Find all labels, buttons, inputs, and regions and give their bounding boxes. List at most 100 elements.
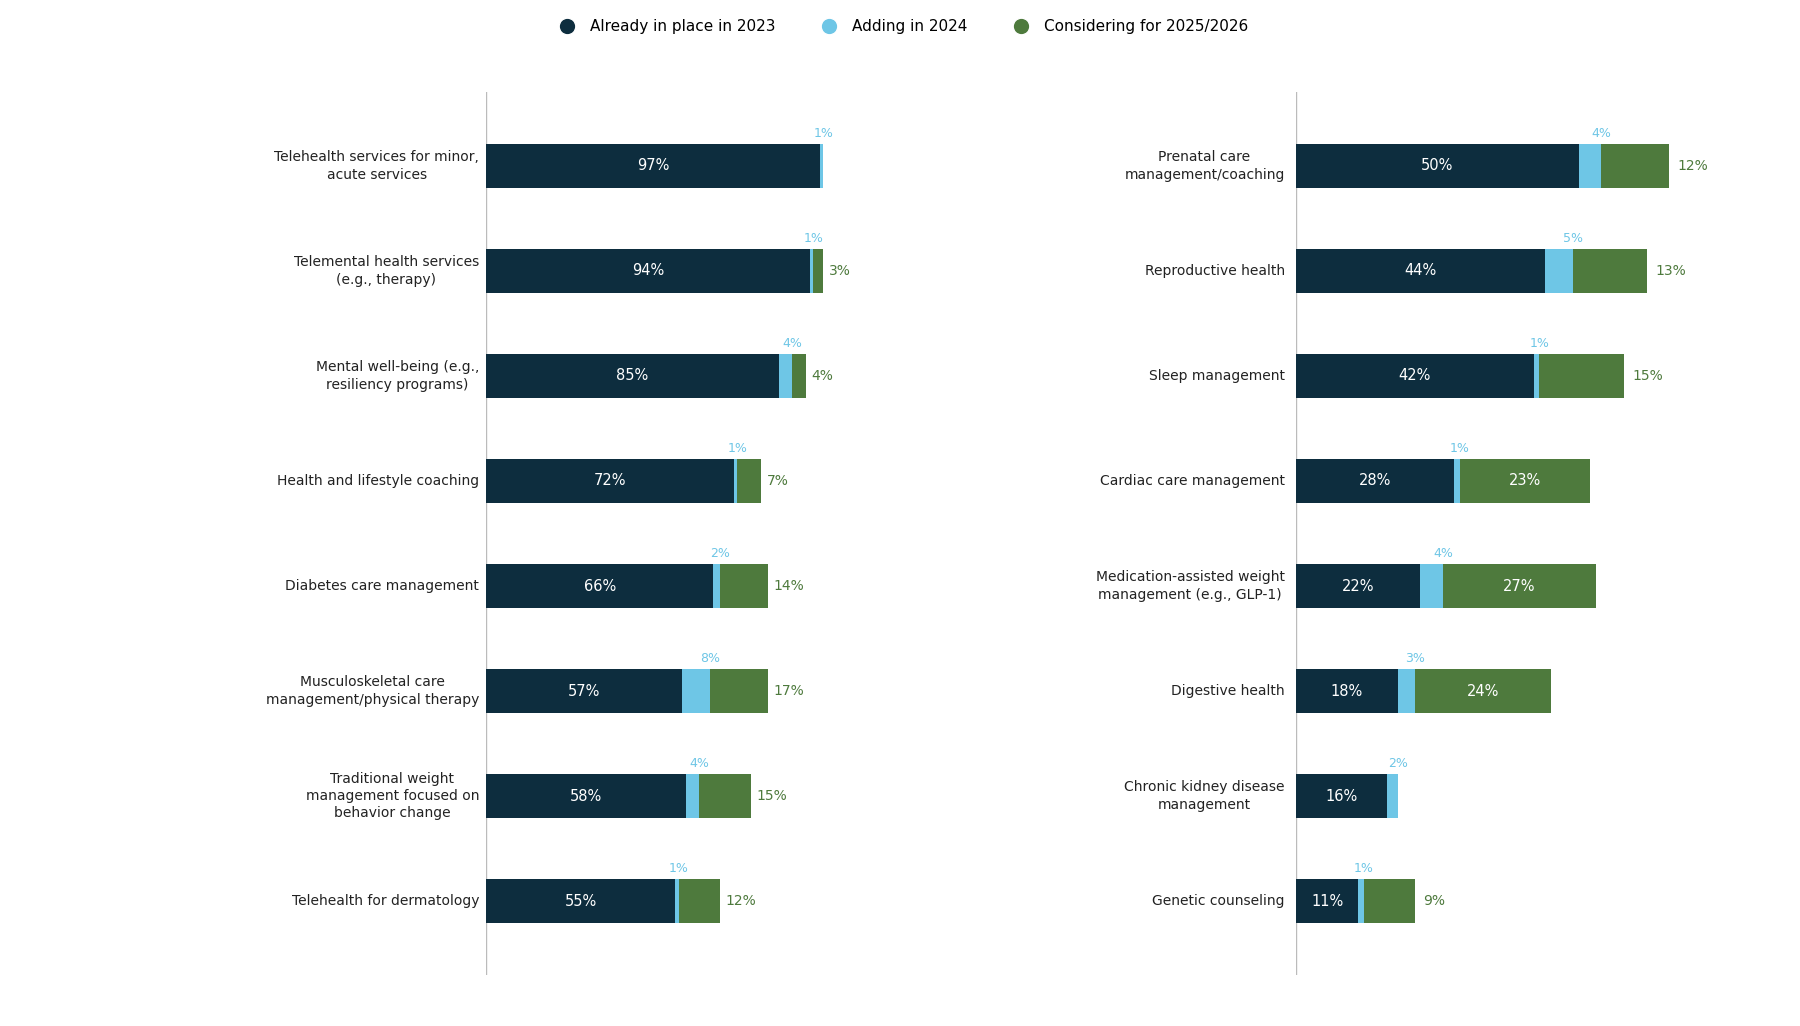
Bar bbox=[686, 774, 700, 818]
Text: 3%: 3% bbox=[1404, 652, 1426, 665]
Bar bbox=[1444, 564, 1597, 608]
Text: 9%: 9% bbox=[1424, 895, 1445, 908]
Text: Digestive health: Digestive health bbox=[1172, 684, 1285, 698]
Text: 13%: 13% bbox=[1656, 264, 1687, 278]
Bar bbox=[792, 354, 806, 398]
Bar bbox=[486, 354, 779, 398]
Bar bbox=[1415, 669, 1550, 713]
Bar bbox=[486, 564, 713, 608]
Text: Prenatal care
management/coaching: Prenatal care management/coaching bbox=[1125, 150, 1285, 182]
Text: Health and lifestyle coaching: Health and lifestyle coaching bbox=[277, 474, 479, 488]
Text: 94%: 94% bbox=[632, 264, 664, 278]
Bar bbox=[1579, 144, 1602, 188]
Text: 66%: 66% bbox=[583, 579, 616, 594]
Bar bbox=[486, 249, 810, 293]
Text: 5%: 5% bbox=[1562, 232, 1584, 244]
Text: 15%: 15% bbox=[1633, 369, 1663, 383]
Text: 1%: 1% bbox=[1354, 862, 1373, 875]
Text: 85%: 85% bbox=[616, 368, 648, 384]
Bar bbox=[1544, 249, 1573, 293]
Text: 4%: 4% bbox=[1433, 547, 1453, 560]
Bar bbox=[1573, 249, 1647, 293]
Bar bbox=[1399, 669, 1415, 713]
Text: 1%: 1% bbox=[727, 442, 747, 455]
Text: 1%: 1% bbox=[814, 126, 833, 140]
Bar bbox=[821, 144, 823, 188]
Bar bbox=[1296, 669, 1399, 713]
Text: 72%: 72% bbox=[594, 473, 626, 488]
Text: 1%: 1% bbox=[1530, 337, 1550, 350]
Bar bbox=[1296, 144, 1579, 188]
Text: 4%: 4% bbox=[812, 369, 833, 383]
Bar bbox=[734, 459, 738, 503]
Text: Cardiac care management: Cardiac care management bbox=[1100, 474, 1285, 488]
Bar bbox=[486, 879, 675, 923]
Text: 44%: 44% bbox=[1404, 264, 1436, 278]
Text: 15%: 15% bbox=[756, 789, 787, 803]
Text: 1%: 1% bbox=[803, 232, 823, 244]
Text: 12%: 12% bbox=[725, 895, 756, 908]
Text: 97%: 97% bbox=[637, 158, 670, 173]
Text: 58%: 58% bbox=[571, 789, 601, 803]
Text: 42%: 42% bbox=[1399, 368, 1431, 384]
Text: Genetic counseling: Genetic counseling bbox=[1152, 895, 1285, 908]
Bar bbox=[486, 459, 734, 503]
Bar bbox=[1454, 459, 1460, 503]
Text: 55%: 55% bbox=[565, 894, 598, 909]
Text: Telehealth services for minor,
acute services: Telehealth services for minor, acute ser… bbox=[274, 150, 479, 182]
Text: 16%: 16% bbox=[1325, 789, 1357, 803]
Text: 4%: 4% bbox=[1591, 126, 1611, 140]
Text: Musculoskeletal care
management/physical therapy: Musculoskeletal care management/physical… bbox=[266, 675, 479, 707]
Text: 23%: 23% bbox=[1508, 473, 1541, 488]
Bar bbox=[720, 564, 769, 608]
Text: 27%: 27% bbox=[1503, 579, 1535, 594]
Bar bbox=[709, 669, 769, 713]
Bar bbox=[1386, 774, 1399, 818]
Text: Reproductive health: Reproductive health bbox=[1145, 264, 1285, 278]
Bar bbox=[779, 354, 792, 398]
Text: 2%: 2% bbox=[711, 547, 731, 560]
Text: Chronic kidney disease
management: Chronic kidney disease management bbox=[1125, 781, 1285, 812]
Text: Medication-assisted weight
management (e.g., GLP-1): Medication-assisted weight management (e… bbox=[1096, 570, 1285, 601]
Bar bbox=[1534, 354, 1539, 398]
Text: 2%: 2% bbox=[1388, 757, 1408, 770]
Text: 22%: 22% bbox=[1343, 579, 1375, 594]
Text: 17%: 17% bbox=[774, 684, 805, 698]
Bar bbox=[486, 144, 821, 188]
Text: 8%: 8% bbox=[700, 652, 720, 665]
Text: Mental well-being (e.g.,
resiliency programs): Mental well-being (e.g., resiliency prog… bbox=[315, 360, 479, 392]
Text: 3%: 3% bbox=[828, 264, 851, 278]
Text: 7%: 7% bbox=[767, 474, 788, 488]
Bar bbox=[1460, 459, 1589, 503]
Text: 14%: 14% bbox=[774, 579, 805, 593]
Text: 18%: 18% bbox=[1330, 683, 1363, 699]
Text: 11%: 11% bbox=[1310, 894, 1343, 909]
Bar bbox=[700, 774, 751, 818]
Bar bbox=[1296, 249, 1544, 293]
Text: 24%: 24% bbox=[1467, 683, 1499, 699]
Bar bbox=[1296, 459, 1454, 503]
Bar bbox=[1359, 879, 1364, 923]
Bar bbox=[738, 459, 761, 503]
Text: 1%: 1% bbox=[670, 862, 689, 875]
Legend: Already in place in 2023, Adding in 2024, Considering for 2025/2026: Already in place in 2023, Adding in 2024… bbox=[545, 12, 1255, 40]
Text: Diabetes care management: Diabetes care management bbox=[284, 579, 479, 593]
Text: 4%: 4% bbox=[783, 337, 803, 350]
Bar bbox=[1296, 354, 1534, 398]
Text: Traditional weight
management focused on
behavior change: Traditional weight management focused on… bbox=[306, 772, 479, 821]
Text: 12%: 12% bbox=[1678, 159, 1708, 172]
Bar bbox=[486, 774, 686, 818]
Text: 50%: 50% bbox=[1422, 158, 1454, 173]
Bar bbox=[1539, 354, 1624, 398]
Bar bbox=[814, 249, 823, 293]
Text: 57%: 57% bbox=[569, 683, 601, 699]
Text: Sleep management: Sleep management bbox=[1148, 369, 1285, 383]
Text: Telehealth for dermatology: Telehealth for dermatology bbox=[292, 895, 479, 908]
Bar bbox=[679, 879, 720, 923]
Bar bbox=[1420, 564, 1444, 608]
Bar bbox=[810, 249, 814, 293]
Text: Telemental health services
(e.g., therapy): Telemental health services (e.g., therap… bbox=[293, 255, 479, 286]
Bar bbox=[1364, 879, 1415, 923]
Bar bbox=[1602, 144, 1669, 188]
Text: 28%: 28% bbox=[1359, 473, 1391, 488]
